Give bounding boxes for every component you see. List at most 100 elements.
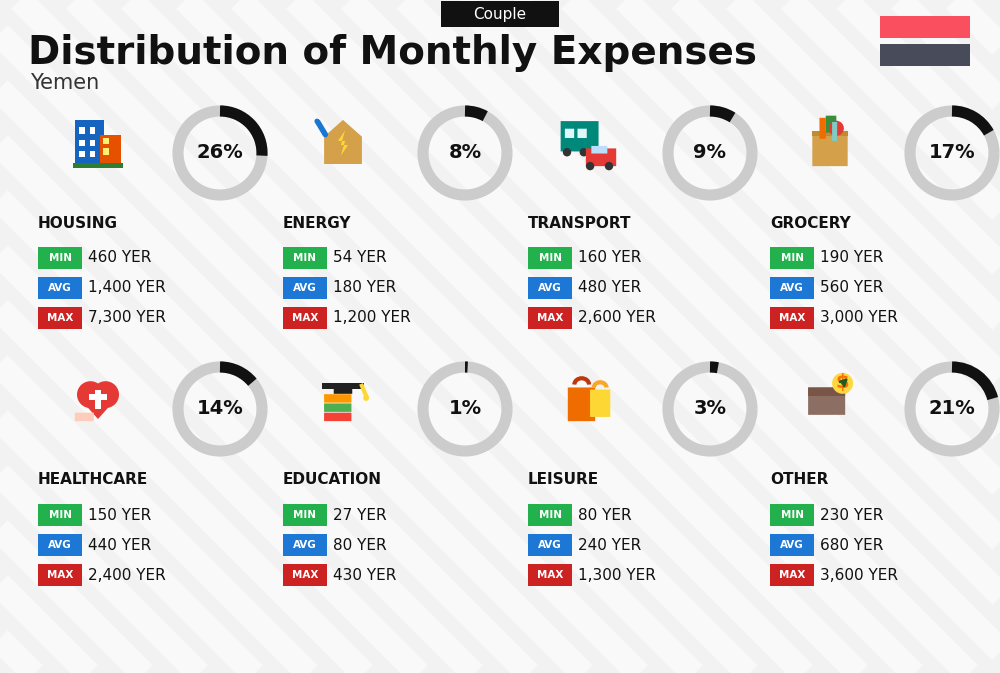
- Text: TRANSPORT: TRANSPORT: [528, 215, 632, 230]
- FancyBboxPatch shape: [38, 564, 82, 586]
- FancyBboxPatch shape: [79, 140, 85, 146]
- FancyBboxPatch shape: [880, 16, 970, 38]
- Text: AVG: AVG: [48, 283, 72, 293]
- Text: MIN: MIN: [780, 253, 804, 263]
- FancyBboxPatch shape: [770, 534, 814, 556]
- Text: AVG: AVG: [538, 540, 562, 550]
- Circle shape: [605, 162, 613, 170]
- Text: 460 YER: 460 YER: [88, 250, 151, 266]
- Circle shape: [363, 395, 369, 401]
- FancyBboxPatch shape: [590, 390, 610, 417]
- FancyBboxPatch shape: [591, 146, 607, 153]
- Text: MIN: MIN: [538, 510, 562, 520]
- Text: 3,000 YER: 3,000 YER: [820, 310, 898, 326]
- FancyBboxPatch shape: [283, 307, 327, 329]
- FancyBboxPatch shape: [73, 163, 123, 168]
- Text: HEALTHCARE: HEALTHCARE: [38, 472, 148, 487]
- Text: EDUCATION: EDUCATION: [283, 472, 382, 487]
- Text: MIN: MIN: [538, 253, 562, 263]
- Text: 2,400 YER: 2,400 YER: [88, 567, 166, 583]
- Text: 14%: 14%: [197, 400, 243, 419]
- Text: 190 YER: 190 YER: [820, 250, 883, 266]
- FancyBboxPatch shape: [770, 247, 814, 269]
- FancyBboxPatch shape: [90, 127, 95, 134]
- Text: AVG: AVG: [293, 540, 317, 550]
- Text: ENERGY: ENERGY: [283, 215, 352, 230]
- FancyBboxPatch shape: [283, 534, 327, 556]
- Text: 9%: 9%: [694, 143, 726, 162]
- Text: 21%: 21%: [929, 400, 975, 419]
- FancyBboxPatch shape: [283, 247, 327, 269]
- FancyBboxPatch shape: [586, 149, 616, 166]
- Text: AVG: AVG: [780, 540, 804, 550]
- Text: $: $: [836, 374, 849, 392]
- Polygon shape: [324, 120, 362, 164]
- FancyBboxPatch shape: [770, 504, 814, 526]
- FancyBboxPatch shape: [103, 138, 108, 144]
- Text: GROCERY: GROCERY: [770, 215, 851, 230]
- Text: 2,600 YER: 2,600 YER: [578, 310, 656, 326]
- Text: 680 YER: 680 YER: [820, 538, 883, 553]
- Text: 1,400 YER: 1,400 YER: [88, 281, 166, 295]
- FancyBboxPatch shape: [38, 504, 82, 526]
- FancyBboxPatch shape: [528, 247, 572, 269]
- Text: MIN: MIN: [48, 510, 72, 520]
- Text: MAX: MAX: [292, 313, 318, 323]
- Text: OTHER: OTHER: [770, 472, 828, 487]
- Text: 17%: 17%: [929, 143, 975, 162]
- FancyBboxPatch shape: [38, 307, 82, 329]
- Text: 160 YER: 160 YER: [578, 250, 641, 266]
- FancyBboxPatch shape: [38, 247, 82, 269]
- Text: MAX: MAX: [779, 313, 805, 323]
- FancyBboxPatch shape: [770, 277, 814, 299]
- Text: 3%: 3%: [694, 400, 726, 419]
- Text: 7,300 YER: 7,300 YER: [88, 310, 166, 326]
- Text: 560 YER: 560 YER: [820, 281, 883, 295]
- FancyBboxPatch shape: [561, 121, 599, 151]
- FancyBboxPatch shape: [283, 564, 327, 586]
- Text: 1%: 1%: [448, 400, 482, 419]
- FancyBboxPatch shape: [808, 388, 845, 415]
- FancyBboxPatch shape: [528, 504, 572, 526]
- FancyBboxPatch shape: [103, 149, 108, 155]
- FancyBboxPatch shape: [79, 127, 85, 134]
- FancyBboxPatch shape: [528, 307, 572, 329]
- Circle shape: [829, 120, 844, 136]
- FancyBboxPatch shape: [568, 388, 595, 421]
- Polygon shape: [77, 396, 119, 419]
- FancyBboxPatch shape: [324, 394, 351, 402]
- Text: LEISURE: LEISURE: [528, 472, 599, 487]
- FancyBboxPatch shape: [812, 131, 848, 136]
- FancyBboxPatch shape: [38, 534, 82, 556]
- FancyBboxPatch shape: [528, 277, 572, 299]
- Text: HOUSING: HOUSING: [38, 215, 118, 230]
- Text: AVG: AVG: [538, 283, 562, 293]
- Text: Yemen: Yemen: [30, 73, 99, 93]
- FancyBboxPatch shape: [324, 403, 351, 412]
- Text: 3,600 YER: 3,600 YER: [820, 567, 898, 583]
- FancyBboxPatch shape: [322, 383, 364, 389]
- Text: MAX: MAX: [779, 570, 805, 580]
- Text: MAX: MAX: [537, 570, 563, 580]
- Circle shape: [314, 118, 319, 124]
- Circle shape: [77, 381, 104, 408]
- FancyBboxPatch shape: [90, 140, 95, 146]
- FancyBboxPatch shape: [90, 151, 95, 157]
- Circle shape: [563, 148, 571, 156]
- FancyBboxPatch shape: [770, 564, 814, 586]
- Text: MIN: MIN: [48, 253, 72, 263]
- Text: AVG: AVG: [293, 283, 317, 293]
- Text: 440 YER: 440 YER: [88, 538, 151, 553]
- Text: 480 YER: 480 YER: [578, 281, 641, 295]
- Text: MAX: MAX: [292, 570, 318, 580]
- FancyBboxPatch shape: [528, 534, 572, 556]
- Text: Distribution of Monthly Expenses: Distribution of Monthly Expenses: [28, 34, 757, 72]
- Text: 1,300 YER: 1,300 YER: [578, 567, 656, 583]
- FancyBboxPatch shape: [832, 122, 837, 141]
- FancyBboxPatch shape: [770, 307, 814, 329]
- FancyBboxPatch shape: [75, 120, 104, 166]
- FancyBboxPatch shape: [95, 390, 101, 409]
- FancyBboxPatch shape: [334, 386, 352, 394]
- Circle shape: [580, 148, 588, 156]
- Text: 1,200 YER: 1,200 YER: [333, 310, 411, 326]
